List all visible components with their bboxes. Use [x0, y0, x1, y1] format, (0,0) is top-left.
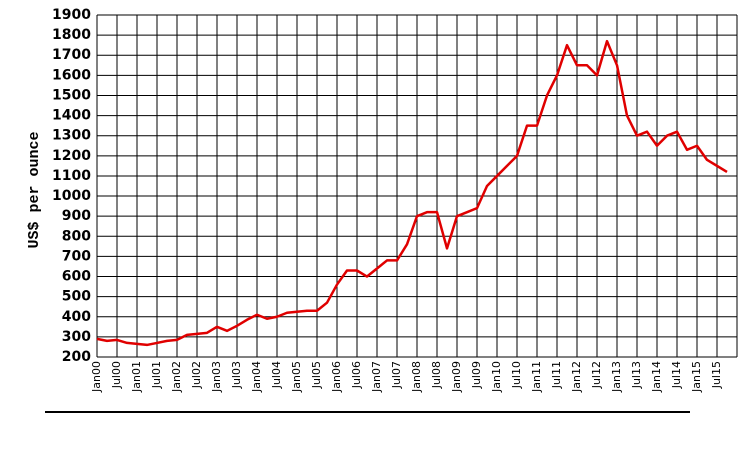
- y-tick-label: 1700: [52, 47, 91, 63]
- x-tick-label: Jan05: [290, 361, 303, 393]
- x-tick-label: Jul08: [430, 361, 443, 389]
- x-tick-label: Jul05: [310, 361, 323, 389]
- x-tick-label: Jan07: [370, 361, 383, 393]
- x-tick-label: Jul15: [710, 361, 723, 389]
- x-tick-label: Jan10: [490, 361, 503, 393]
- x-tick-label: Jul09: [470, 361, 483, 389]
- y-tick-label: 300: [62, 329, 91, 345]
- x-tick-label: Jul12: [590, 361, 603, 389]
- y-tick-label: 700: [62, 248, 91, 264]
- y-tick-label: 1600: [52, 67, 91, 83]
- x-tick-label: Jul02: [190, 361, 203, 389]
- price-line: [96, 39, 728, 347]
- y-tick-label: 400: [62, 309, 91, 325]
- x-tick-label: Jan02: [170, 361, 183, 393]
- x-tick-label: Jul06: [350, 361, 363, 389]
- y-tick-label: 1100: [52, 168, 91, 184]
- y-tick-label: 1800: [52, 27, 91, 43]
- y-tick-label: 1900: [52, 7, 91, 23]
- x-tick-label: Jan15: [690, 361, 703, 393]
- x-tick-label: Jul00: [110, 361, 123, 389]
- y-tick-label: 200: [62, 349, 91, 365]
- x-tick-label: Jan04: [250, 361, 263, 393]
- x-tick-label: Jan01: [130, 361, 143, 393]
- y-tick-label: 600: [62, 269, 91, 285]
- x-tick-label: Jan14: [650, 361, 663, 393]
- x-tick-label: Jan09: [450, 361, 463, 393]
- y-axis-label: US$ per ounce: [26, 131, 43, 248]
- y-tick-label: 1300: [52, 128, 91, 144]
- x-tick-label: Jul07: [390, 361, 403, 389]
- x-tick-label: Jul01: [150, 361, 163, 389]
- x-tick-label: Jan11: [530, 361, 543, 393]
- x-tick-label: Jul14: [670, 361, 683, 389]
- y-tick-label: 1000: [52, 188, 91, 204]
- x-tick-label: Jul10: [510, 361, 523, 389]
- x-tick-label: Jan12: [570, 361, 583, 393]
- y-tick-label: 800: [62, 228, 91, 244]
- x-tick-label: Jul04: [270, 361, 283, 389]
- x-tick-label: Jan08: [410, 361, 423, 393]
- y-tick-label: 500: [62, 289, 91, 305]
- x-tick-label: Jan13: [610, 361, 623, 393]
- y-tick-label: 1500: [52, 87, 91, 103]
- x-tick-label: Jul13: [630, 361, 643, 389]
- x-tick-label: Jul11: [550, 361, 563, 389]
- y-tick-label: 1400: [52, 108, 91, 124]
- y-tick-label: 1200: [52, 148, 91, 164]
- y-tick-label: 900: [62, 208, 91, 224]
- x-tick-label: Jan06: [330, 361, 343, 393]
- x-tick-label: Jan03: [210, 361, 223, 393]
- x-tick-label: Jan00: [90, 361, 103, 393]
- x-tick-label: Jul03: [230, 361, 243, 389]
